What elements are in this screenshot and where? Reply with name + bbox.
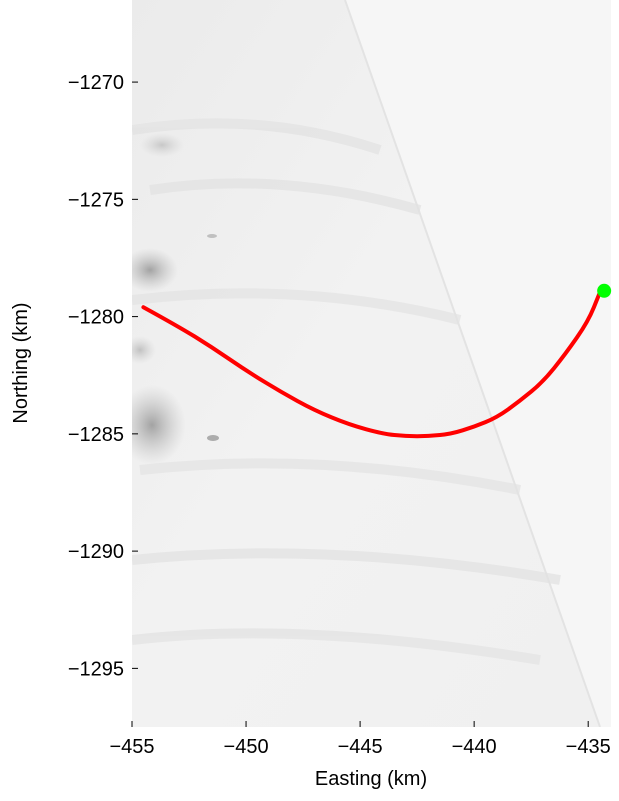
x-axis-label: Easting (km) <box>315 768 427 790</box>
x-tick-label: −445 <box>338 736 383 758</box>
start-point-marker <box>597 283 612 298</box>
track-series <box>141 291 602 439</box>
marker-layer <box>597 283 612 298</box>
y-axis-label: Northing (km) <box>10 302 32 423</box>
y-tick-label: −1280 <box>68 307 124 329</box>
x-axis-ticks: −455 −450 −445 −440 −435 <box>109 721 611 758</box>
y-tick-label: −1290 <box>68 541 124 563</box>
y-tick-label: −1285 <box>68 424 124 446</box>
x-tick-label: −440 <box>452 736 497 758</box>
y-tick-label: −1270 <box>68 72 124 94</box>
x-tick-label: −450 <box>224 736 269 758</box>
y-tick-label: −1295 <box>68 658 124 680</box>
y-axis-ticks: −1270 −1275 −1280 −1285 −1290 −1295 <box>68 72 138 680</box>
x-tick-label: −435 <box>566 736 611 758</box>
x-tick-label: −455 <box>109 736 154 758</box>
y-tick-label: −1275 <box>68 189 124 211</box>
track-line-0 <box>141 291 602 439</box>
satellite-imagery <box>132 0 611 727</box>
